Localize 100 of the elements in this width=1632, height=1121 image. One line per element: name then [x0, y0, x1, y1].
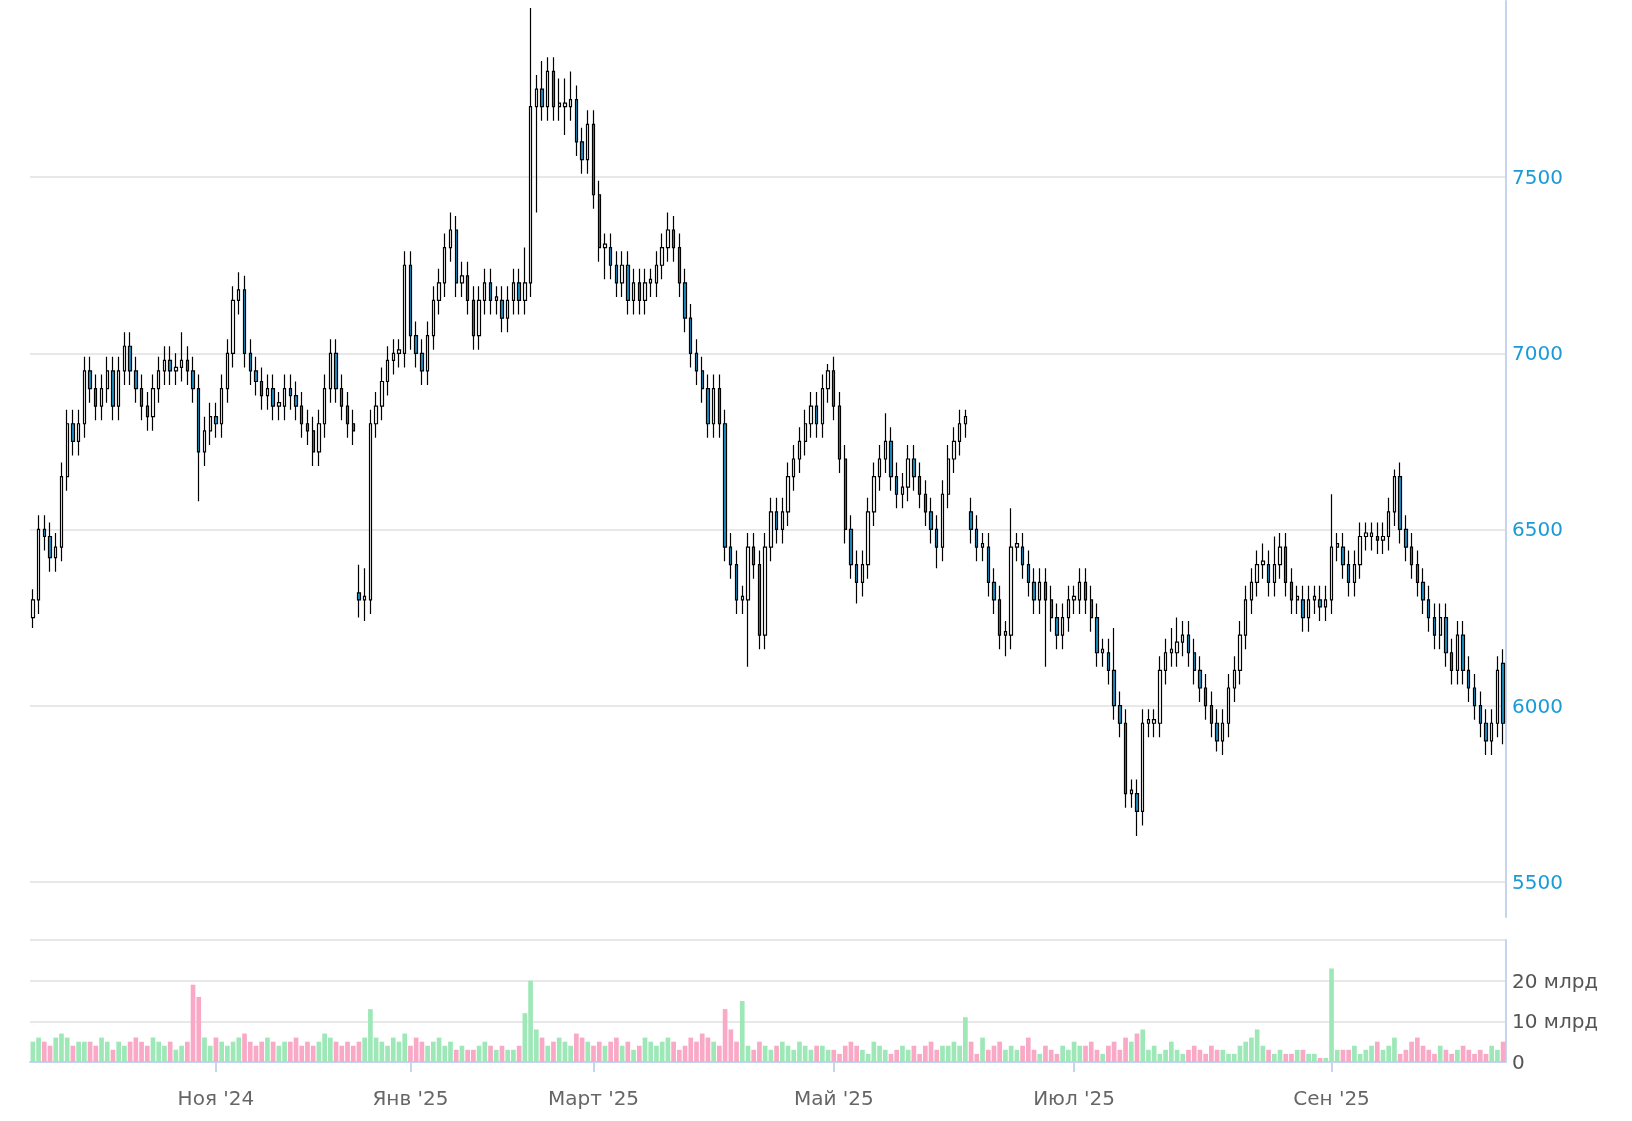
- candlestick: [591, 109, 596, 210]
- candlestick: [1397, 461, 1403, 545]
- candlestick: [797, 426, 802, 474]
- bar: [814, 1045, 819, 1062]
- candlestick: [1478, 690, 1483, 738]
- candlestick: [288, 373, 293, 411]
- bar: [1294, 1049, 1300, 1062]
- candlestick: [59, 461, 64, 562]
- candlestick: [236, 271, 241, 316]
- candlestick: [179, 331, 184, 383]
- candlestick: [722, 409, 728, 562]
- candlestick: [1083, 567, 1088, 615]
- x-tick-label: Март '25: [547, 1086, 640, 1110]
- candlestick: [185, 345, 190, 386]
- candlestick: [557, 77, 562, 122]
- candlestick: [997, 585, 1002, 650]
- candlestick: [814, 391, 819, 439]
- candlestick: [248, 338, 253, 386]
- candlestick: [768, 497, 774, 562]
- candlestick: [711, 373, 716, 439]
- candlestick: [1443, 602, 1449, 668]
- candlestick: [551, 56, 556, 122]
- candlestick: [700, 356, 705, 404]
- candlestick: [162, 345, 167, 386]
- candlestick: [476, 285, 482, 351]
- bar: [493, 1049, 499, 1062]
- candlestick: [379, 366, 385, 421]
- candlestick: [539, 60, 545, 122]
- candlestick: [93, 373, 98, 421]
- candlestick: [368, 409, 373, 615]
- candlestick: [459, 261, 465, 298]
- candlestick: [471, 285, 476, 351]
- candlestick: [562, 77, 568, 136]
- candlestick: [202, 416, 207, 467]
- candlestick: [848, 514, 854, 580]
- candlestick: [1106, 638, 1111, 686]
- candlestick: [1111, 627, 1117, 721]
- candlestick: [928, 497, 934, 545]
- candlestick: [1060, 602, 1065, 650]
- candlestick: [305, 409, 310, 446]
- candlestick: [293, 380, 299, 421]
- candlestick: [1226, 673, 1231, 738]
- candlestick: [865, 497, 871, 580]
- candlestick: [30, 588, 36, 629]
- candlestick: [362, 567, 367, 622]
- candlestick: [311, 416, 316, 467]
- candlestick: [1363, 521, 1369, 552]
- candlestick: [1054, 602, 1060, 650]
- candlestick: [116, 356, 121, 421]
- candlestick: [42, 514, 47, 552]
- bar: [711, 1041, 716, 1062]
- y-tick-label: 0: [1512, 1050, 1525, 1074]
- candlestick: [854, 550, 859, 605]
- candlestick: [1089, 585, 1094, 633]
- candlestick: [625, 250, 631, 316]
- candlestick: [385, 345, 390, 397]
- candlestick: [1329, 493, 1334, 615]
- candlestick: [803, 409, 808, 457]
- bar: [265, 1037, 270, 1062]
- candlestick: [53, 532, 58, 573]
- candlestick: [1151, 708, 1157, 738]
- candlestick: [522, 247, 528, 316]
- bar: [545, 1045, 551, 1062]
- candlestick: [1369, 521, 1374, 552]
- candlestick: [1380, 521, 1386, 555]
- candlestick: [671, 215, 676, 263]
- candlestick: [1455, 620, 1460, 686]
- candlestick: [1323, 585, 1328, 622]
- candlestick: [139, 373, 144, 421]
- candlestick: [837, 391, 842, 474]
- candlestick: [156, 356, 161, 404]
- candlestick: [425, 321, 430, 386]
- candlestick: [299, 391, 304, 439]
- candlestick: [167, 345, 173, 386]
- y-tick-label: 5500: [1512, 869, 1563, 894]
- candlestick: [1426, 585, 1431, 633]
- candlestick: [1495, 655, 1500, 738]
- candlestick: [351, 409, 356, 446]
- candlestick: [883, 412, 888, 474]
- candlestick: [1077, 567, 1082, 615]
- candlestick: [1066, 585, 1071, 633]
- candlestick: [225, 338, 230, 404]
- candlestick: [1129, 779, 1134, 809]
- candlestick: [413, 321, 419, 368]
- candlestick: [1266, 550, 1271, 597]
- candlestick: [356, 564, 362, 619]
- candlestick: [516, 268, 522, 316]
- bar: [625, 1041, 631, 1062]
- candlestick: [1249, 567, 1254, 615]
- candlestick: [734, 550, 739, 615]
- bar: [980, 1037, 985, 1062]
- candlestick: [505, 285, 510, 333]
- candlestick: [642, 268, 648, 316]
- candlestick: [1472, 673, 1477, 721]
- candlestick: [934, 514, 939, 569]
- candlestick: [1186, 620, 1191, 668]
- candlestick: [133, 356, 139, 404]
- candlestick: [631, 268, 636, 316]
- candlestick: [728, 532, 733, 580]
- candlestick: [270, 373, 276, 421]
